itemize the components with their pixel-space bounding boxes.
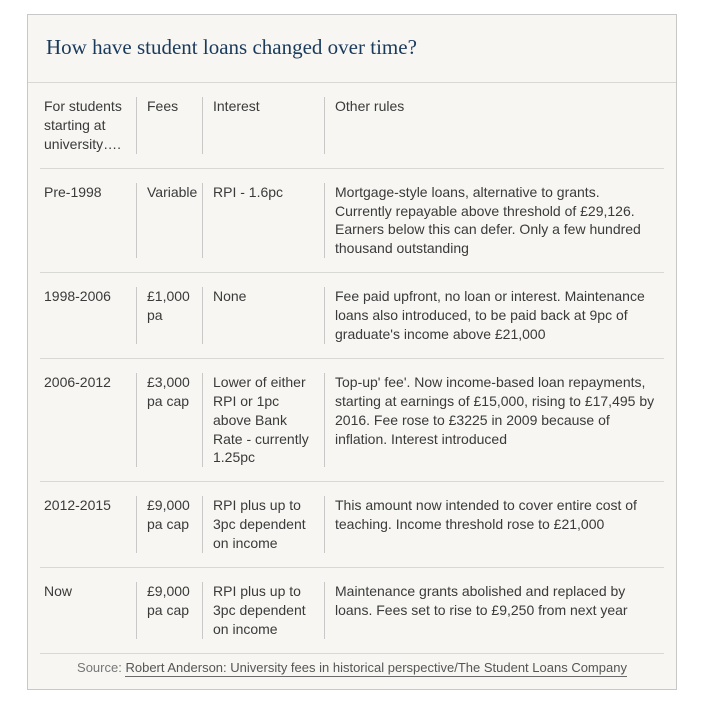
col-header-other: Other rules — [324, 97, 664, 154]
cell-period: 1998-2006 — [40, 287, 136, 344]
table-row: 2006-2012 £3,000 pa cap Lower of either … — [40, 359, 664, 482]
cell-interest: RPI - 1.6pc — [202, 183, 324, 259]
cell-interest: RPI plus up to 3pc dependent on income — [202, 496, 324, 553]
col-header-interest: Interest — [202, 97, 324, 154]
source-label: Source: — [77, 660, 122, 675]
card-title: How have student loans changed over time… — [46, 35, 658, 60]
table-row: 2012-2015 £9,000 pa cap RPI plus up to 3… — [40, 482, 664, 568]
col-header-period: For students starting at university…. — [40, 97, 136, 154]
cell-period: 2012-2015 — [40, 496, 136, 553]
table-row: Now £9,000 pa cap RPI plus up to 3pc dep… — [40, 568, 664, 654]
cell-interest: RPI plus up to 3pc dependent on income — [202, 582, 324, 639]
cell-fees: £1,000 pa — [136, 287, 202, 344]
cell-interest: Lower of either RPI or 1pc above Bank Ra… — [202, 373, 324, 467]
cell-fees: £9,000 pa cap — [136, 496, 202, 553]
cell-period: Now — [40, 582, 136, 639]
cell-period: Pre-1998 — [40, 183, 136, 259]
cell-period: 2006-2012 — [40, 373, 136, 467]
cell-fees: £3,000 pa cap — [136, 373, 202, 467]
cell-other: This amount now intended to cover entire… — [324, 496, 664, 553]
table-row: Pre-1998 Variable RPI - 1.6pc Mortgage-s… — [40, 169, 664, 274]
source-line: Source: Robert Anderson: University fees… — [40, 654, 664, 689]
cell-other: Mortgage-style loans, alternative to gra… — [324, 183, 664, 259]
cell-fees: £9,000 pa cap — [136, 582, 202, 639]
info-card: How have student loans changed over time… — [27, 14, 677, 690]
cell-other: Maintenance grants abolished and replace… — [324, 582, 664, 639]
cell-other: Fee paid upfront, no loan or interest. M… — [324, 287, 664, 344]
table-row: 1998-2006 £1,000 pa None Fee paid upfron… — [40, 273, 664, 359]
col-header-fees: Fees — [136, 97, 202, 154]
cell-other: Top-up' fee'. Now income-based loan repa… — [324, 373, 664, 467]
cell-fees: Variable — [136, 183, 202, 259]
title-wrap: How have student loans changed over time… — [28, 15, 676, 83]
loans-table: For students starting at university…. Fe… — [28, 83, 676, 689]
table-header-row: For students starting at university…. Fe… — [40, 83, 664, 169]
cell-interest: None — [202, 287, 324, 344]
source-value: Robert Anderson: University fees in hist… — [125, 660, 626, 677]
